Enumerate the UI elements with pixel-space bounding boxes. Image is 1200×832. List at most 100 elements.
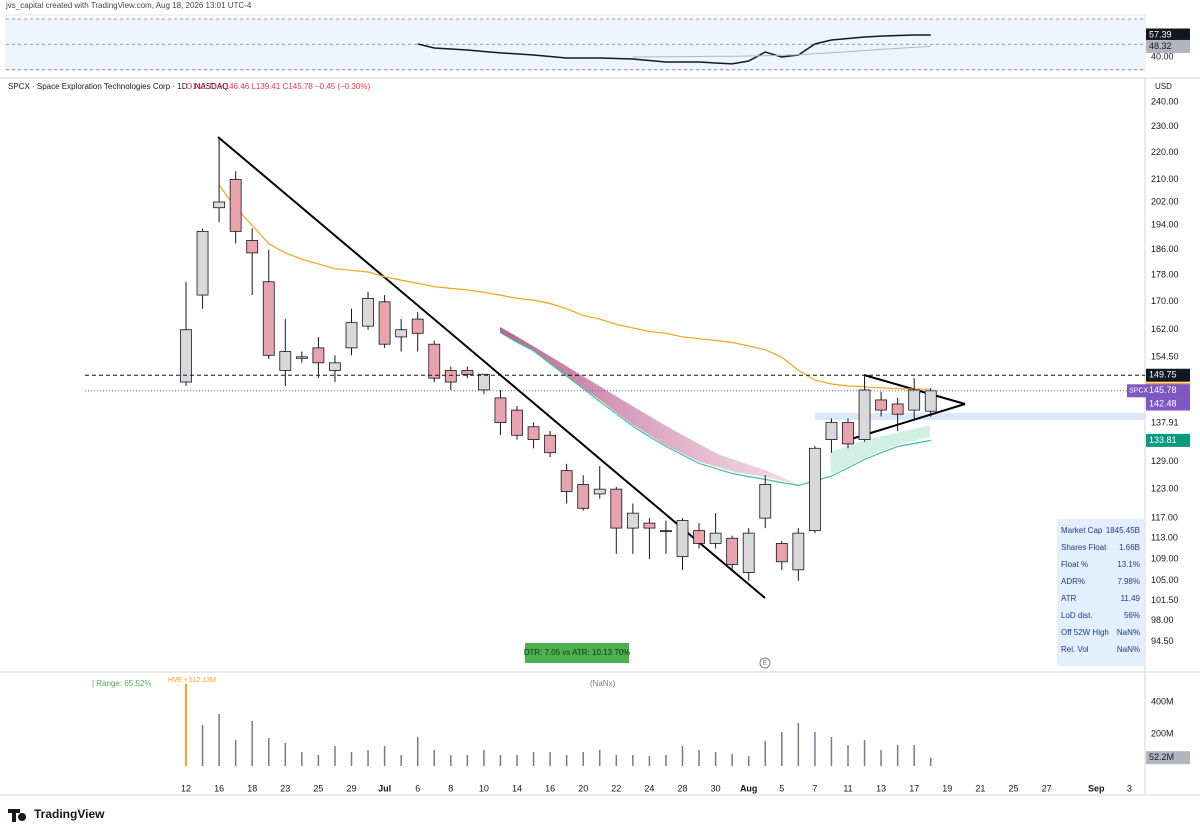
zone-band bbox=[815, 413, 1145, 420]
price-badge bbox=[1146, 751, 1190, 765]
y-tick-label: 40.00 bbox=[1151, 51, 1174, 61]
y-tick-label: 94.50 bbox=[1151, 636, 1174, 646]
candle-body bbox=[279, 351, 292, 371]
info-key: Market Cap bbox=[1061, 526, 1103, 535]
candle-body bbox=[180, 329, 192, 383]
candle-body bbox=[428, 343, 441, 379]
x-tick-label: 24 bbox=[644, 783, 654, 793]
candle-body bbox=[875, 399, 887, 411]
y-tick-label: 101.50 bbox=[1151, 595, 1179, 605]
x-tick-label: 18 bbox=[247, 783, 257, 793]
y-tick-label: 230.00 bbox=[1151, 121, 1179, 131]
volume-bar bbox=[582, 752, 584, 766]
ma-cloud bbox=[500, 327, 800, 485]
x-tick-label: 10 bbox=[479, 783, 489, 793]
x-tick-label: Sep bbox=[1088, 783, 1105, 793]
volume-bar bbox=[764, 741, 766, 766]
volume-bar bbox=[863, 740, 866, 766]
candle-body bbox=[262, 281, 275, 356]
x-tick-label: Jul bbox=[378, 783, 391, 793]
candle-body bbox=[693, 530, 705, 544]
candle-body bbox=[395, 329, 408, 338]
candle-body bbox=[643, 522, 656, 529]
info-row: ATR 11.49 bbox=[1057, 590, 1144, 607]
y-tick-label: 178.00 bbox=[1151, 270, 1179, 280]
x-tick-label: 14 bbox=[512, 783, 522, 793]
info-key: Float % bbox=[1061, 560, 1089, 569]
candle-body bbox=[312, 347, 325, 364]
price-badge bbox=[1146, 368, 1190, 382]
currency: USD bbox=[1155, 82, 1172, 91]
price-badge-label: 133.81 bbox=[1149, 435, 1177, 445]
candle-body bbox=[196, 230, 209, 296]
y-tick-label: 162.00 bbox=[1151, 324, 1179, 334]
candle-body bbox=[544, 434, 556, 454]
candle-body bbox=[660, 530, 672, 533]
info-value: 13.1% bbox=[1117, 560, 1140, 569]
candle-body bbox=[511, 409, 523, 436]
price-badge-label: 48.32 bbox=[1149, 41, 1172, 51]
ma-cloud-green bbox=[830, 425, 930, 475]
candle-body bbox=[809, 447, 821, 532]
info-row: LoD dist. 56% bbox=[1057, 607, 1144, 624]
x-tick-label: 16 bbox=[545, 783, 555, 793]
price-badge bbox=[1146, 397, 1190, 411]
brand: TradingView bbox=[34, 807, 105, 821]
volume-bar bbox=[847, 745, 849, 766]
candle-body bbox=[891, 403, 904, 415]
x-tick-label: 21 bbox=[975, 783, 985, 793]
candle-body bbox=[775, 542, 788, 563]
x-tick-label: 5 bbox=[779, 783, 784, 793]
x-tick-label: 6 bbox=[415, 783, 420, 793]
x-tick-label: 27 bbox=[1042, 783, 1052, 793]
info-key: Off 52W High bbox=[1061, 628, 1109, 637]
y-tick-label: 170.00 bbox=[1151, 296, 1179, 306]
info-key: Rel. Vol bbox=[1061, 645, 1089, 654]
volume-bar bbox=[334, 745, 336, 766]
dtr-box bbox=[525, 643, 629, 663]
volume-bar bbox=[532, 752, 535, 766]
x-tick-label: 16 bbox=[214, 783, 224, 793]
candle-body bbox=[362, 298, 374, 327]
candle-body bbox=[329, 362, 341, 371]
volume-bar bbox=[615, 754, 618, 766]
volume-bar bbox=[665, 754, 667, 766]
line-series bbox=[500, 332, 931, 487]
x-tick-label: 3 bbox=[1127, 783, 1132, 793]
x-tick-label: 25 bbox=[1008, 783, 1018, 793]
volume-bar bbox=[781, 732, 783, 766]
price-badge-label: 142.48 bbox=[1149, 398, 1177, 408]
info-row: ADR% 7.98% bbox=[1057, 573, 1144, 590]
info-value: 7.98% bbox=[1117, 577, 1140, 586]
x-tick-label: 25 bbox=[313, 783, 323, 793]
y-tick-label: 105.00 bbox=[1151, 575, 1179, 585]
y-tick-label: 202.00 bbox=[1151, 196, 1179, 206]
x-tick-label: 20 bbox=[578, 783, 588, 793]
y-tick-label: 123.00 bbox=[1151, 484, 1179, 494]
x-tick-label: Aug bbox=[740, 783, 758, 793]
info-value: NaN% bbox=[1116, 628, 1140, 637]
earnings-label: E bbox=[763, 660, 768, 667]
candle-body bbox=[229, 179, 242, 232]
trendline bbox=[217, 136, 766, 599]
credit: jvs_capital created with TradingView.com… bbox=[5, 1, 252, 10]
volume-bar bbox=[896, 745, 899, 766]
volume-bar bbox=[317, 754, 320, 766]
volume-bar bbox=[814, 732, 816, 766]
range-label: | Range: 65.52% bbox=[92, 679, 151, 688]
volume-bar bbox=[632, 754, 634, 766]
info-row: Float % 13.1% bbox=[1057, 556, 1144, 573]
x-tick-label: 8 bbox=[448, 783, 453, 793]
candle-body bbox=[908, 389, 921, 411]
candle-body bbox=[709, 532, 722, 544]
rel-volume-label: (NaNx) bbox=[590, 679, 616, 688]
candle-body bbox=[676, 520, 689, 557]
info-value: 1845.45B bbox=[1105, 526, 1140, 535]
info-table: Market Cap 1845.45B Shares Float 1.66B Flo… bbox=[1057, 519, 1144, 666]
y-tick-label: 117.00 bbox=[1151, 512, 1178, 522]
y-tick-label: 210.00 bbox=[1151, 174, 1179, 184]
candle-body bbox=[792, 532, 805, 571]
volume-bar bbox=[830, 737, 833, 766]
candle-body bbox=[610, 488, 623, 529]
